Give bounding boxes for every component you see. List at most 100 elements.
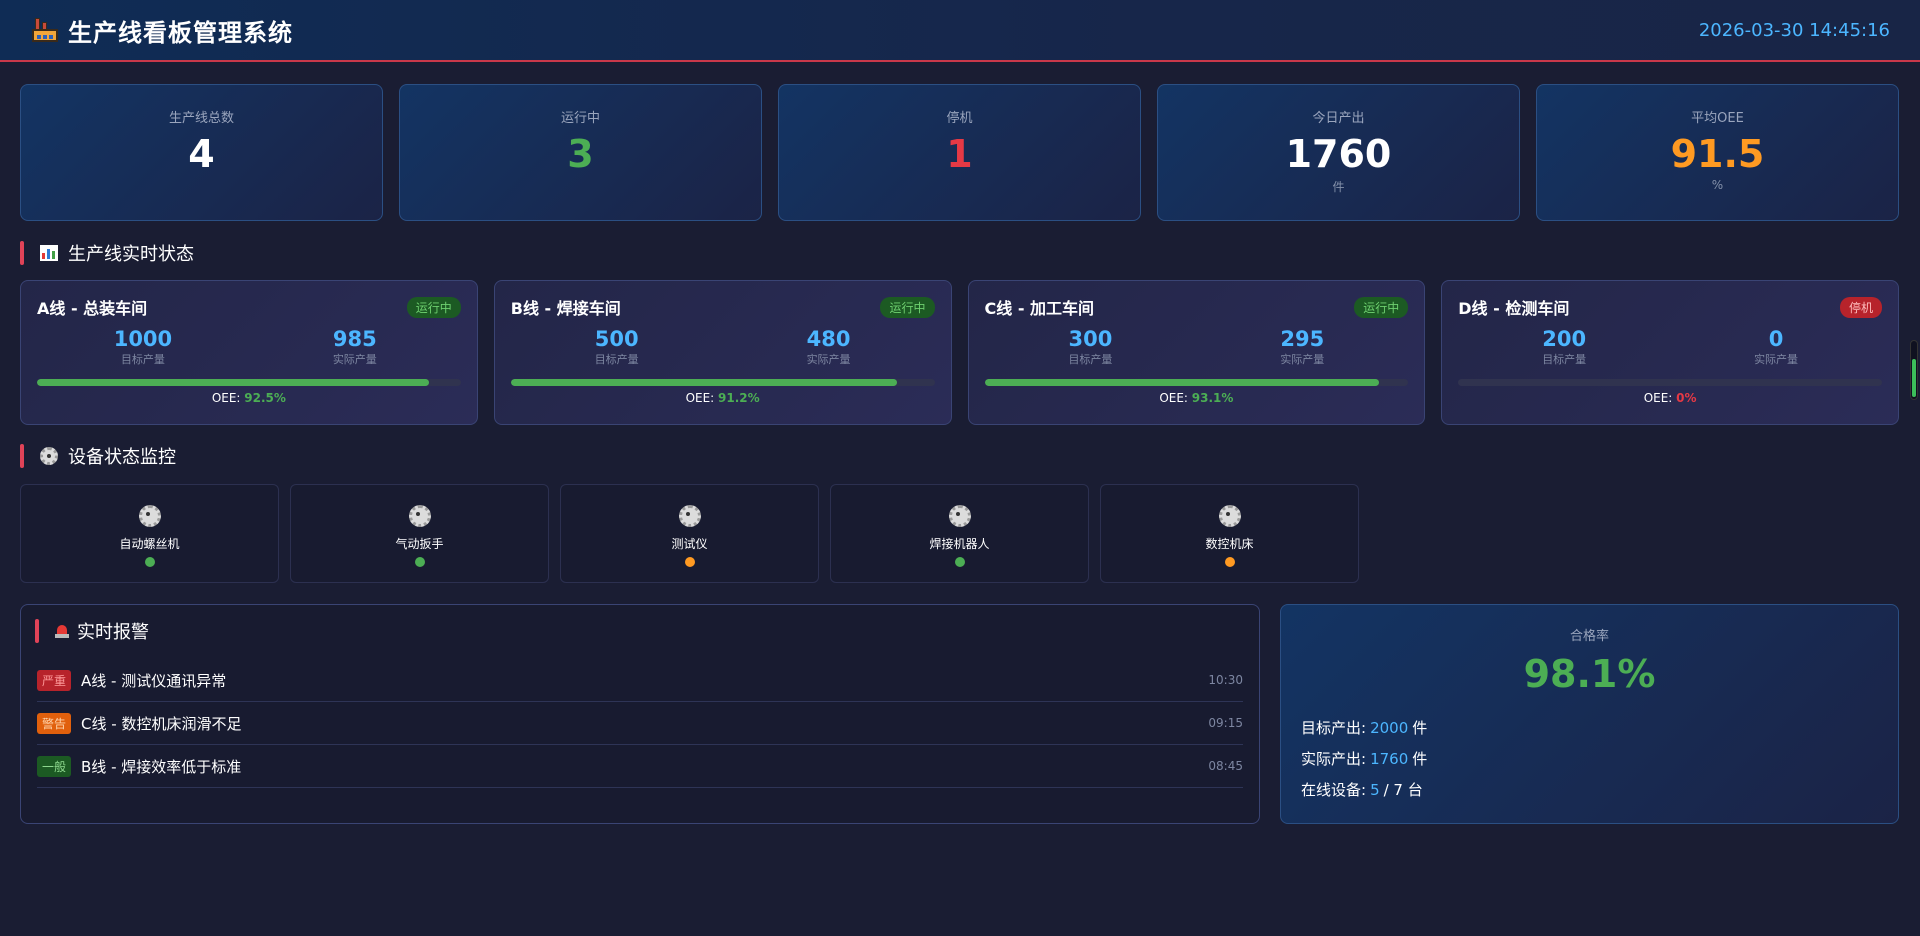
section-accent-bar [20,241,24,265]
target-label: 目标产量 [1542,353,1587,366]
alarm-row[interactable]: 警告 C线 - 数控机床润滑不足 09:15 [37,702,1243,745]
scroll-thumb[interactable] [1912,359,1916,397]
section-title-text: 实时报警 [77,622,149,643]
device-name: 气动扳手 [395,537,444,551]
oee-label: OEE: [211,391,241,405]
progress-fill [37,379,429,386]
oee-readout: OEE: 91.2% [511,391,935,405]
status-dot [954,557,965,567]
actual-value: 295 [1280,327,1325,351]
device-card[interactable]: 数控机床 [1100,484,1359,583]
alarm-time: 09:15 [1208,716,1243,730]
quality-value: 98.1% [1523,652,1656,696]
stat-unit: % [1711,178,1724,192]
line-card-b[interactable]: B线 - 焊接车间 运行中 500 目标产量 480 实际产量 OEE: 91.2% [493,280,952,425]
status-badge: 运行中 [880,296,935,318]
oee-label: OEE: [1159,391,1188,405]
stats-row: 生产线总数 4 运行中 3 停机 1 今日产出 1760 件 平均OEE 91.… [20,84,1899,221]
actual-output-unit: 件 [1412,750,1428,768]
actual-label: 实际产量 [332,353,377,366]
target-label: 目标产量 [594,353,639,366]
alarm-text: B线 - 焊接效率低于标准 [81,757,242,776]
section-accent-bar [35,619,39,643]
status-dot [414,557,425,567]
oee-readout: OEE: 92.5% [37,391,461,405]
quality-panel: 合格率 98.1% 目标产出: 2000 件 实际产出: 1760 件 在线设备… [1280,604,1899,824]
progress-bar [37,379,461,386]
target-value: 1000 [113,327,173,351]
line-name: D线 - 检测车间 [1458,299,1570,318]
scroll-indicator[interactable] [1910,340,1918,400]
target-value: 500 [594,327,639,351]
online-devices-row: 在线设备: 5 / 7 台 [1301,774,1878,805]
stat-card-running: 运行中 3 [399,84,762,221]
line-card-c[interactable]: C线 - 加工车间 运行中 300 目标产量 295 实际产量 OEE: 93.1% [967,280,1426,425]
device-card[interactable]: 气动扳手 [290,484,549,583]
stat-value: 1 [946,132,973,176]
progress-bar [510,379,935,386]
line-card-a[interactable]: A线 - 总装车间 运行中 1000 目标产量 985 实际产量 OEE: 92.5… [20,280,478,425]
progress-fill [510,379,898,386]
line-name: B线 - 焊接车间 [510,299,621,318]
gear-icon [40,447,58,465]
title-wrap: 生产线看板管理系统 [32,13,293,48]
actual-label: 实际产量 [1754,353,1799,366]
stat-value: 4 [188,132,215,176]
device-grid: 自动螺丝机 气动扳手 测试仪 焊接机器人 数控机床 [20,484,1359,583]
alarm-text: C线 - 数控机床润滑不足 [81,714,242,733]
actual-value: 480 [806,327,851,351]
section-title-text: 生产线实时状态 [68,244,194,265]
actual-label: 实际产量 [806,353,851,366]
stat-card-stopped: 停机 1 [778,84,1141,221]
gear-icon [1218,505,1241,527]
target-label: 目标产量 [1068,353,1113,366]
actual-output-value: 1760 [1370,749,1409,768]
alarm-row[interactable]: 一般 B线 - 焊接效率低于标准 08:45 [37,745,1243,788]
quality-label: 合格率 [1569,629,1609,644]
status-dot [684,557,695,567]
section-title-text: 设备状态监控 [68,447,176,468]
stat-label: 今日产出 [1312,111,1365,126]
alarm-panel: 实时报警 严重 A线 - 测试仪通讯异常 10:30 警告 C线 - 数控机床润… [20,604,1260,824]
section-title-lines: 生产线实时状态 [20,241,194,265]
stat-unit: 件 [1332,180,1345,194]
target-output-label: 目标产出: [1301,719,1367,737]
app-title: 生产线看板管理系统 [68,18,293,47]
target-output-value: 2000 [1370,718,1409,737]
stat-value: 1760 [1285,132,1392,176]
device-name: 测试仪 [671,537,708,551]
stat-card-today-output: 今日产出 1760 件 [1157,84,1520,221]
line-card-d[interactable]: D线 - 检测车间 停机 200 目标产量 0 实际产量 OEE: 0% [1441,280,1899,425]
stat-label: 生产线总数 [168,111,234,126]
device-card[interactable]: 测试仪 [560,484,819,583]
alarm-level-badge: 严重 [37,669,72,691]
alarm-level-badge: 一般 [37,755,72,777]
status-dot [144,557,155,567]
target-output-unit: 件 [1412,719,1428,737]
oee-value: 0% [1676,391,1697,405]
alarm-row[interactable]: 严重 A线 - 测试仪通讯异常 10:30 [37,659,1243,702]
alarm-list: 严重 A线 - 测试仪通讯异常 10:30 警告 C线 - 数控机床润滑不足 0… [37,659,1243,788]
target-value: 200 [1542,327,1587,351]
line-name: C线 - 加工车间 [984,299,1095,318]
oee-readout: OEE: 93.1% [985,391,1409,405]
stat-label: 运行中 [560,111,600,126]
actual-value: 985 [332,327,377,351]
gear-icon [678,505,701,527]
device-card[interactable]: 自动螺丝机 [20,484,279,583]
device-name: 自动螺丝机 [119,537,180,551]
status-badge: 运行中 [406,296,461,318]
alarm-time: 10:30 [1208,673,1243,687]
actual-output-label: 实际产出: [1301,750,1367,768]
stat-value: 3 [567,132,594,176]
factory-icon [32,18,58,42]
device-name: 数控机床 [1205,537,1254,551]
stat-value: 91.5 [1670,132,1765,176]
online-devices-total: / 7 台 [1383,781,1423,799]
target-value: 300 [1068,327,1113,351]
oee-value: 93.1% [1191,391,1234,405]
device-card[interactable]: 焊接机器人 [830,484,1089,583]
section-accent-bar [20,444,24,468]
target-label: 目标产量 [120,353,165,366]
actual-output-row: 实际产出: 1760 件 [1301,743,1878,774]
